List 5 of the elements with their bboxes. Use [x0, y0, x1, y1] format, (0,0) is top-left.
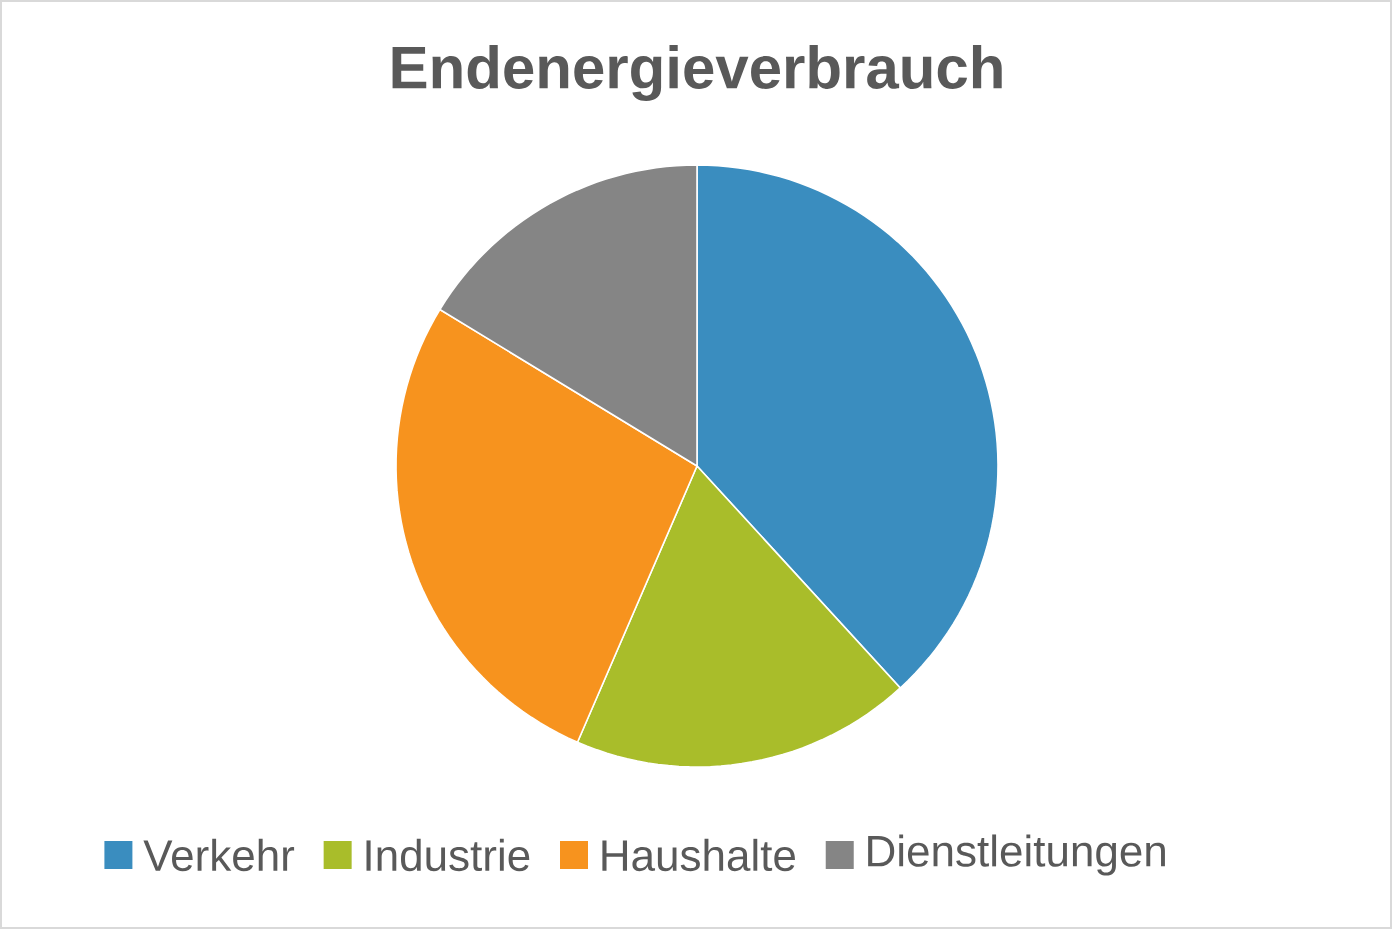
legend-label: Industrie: [366, 838, 530, 872]
legend-label: Haushalte: [602, 838, 795, 872]
chart-title: Endenergieverbrauch: [392, 44, 1002, 102]
legend-label: Verkehr: [143, 838, 295, 872]
legend-label: Dienstleitungen: [868, 834, 1165, 876]
